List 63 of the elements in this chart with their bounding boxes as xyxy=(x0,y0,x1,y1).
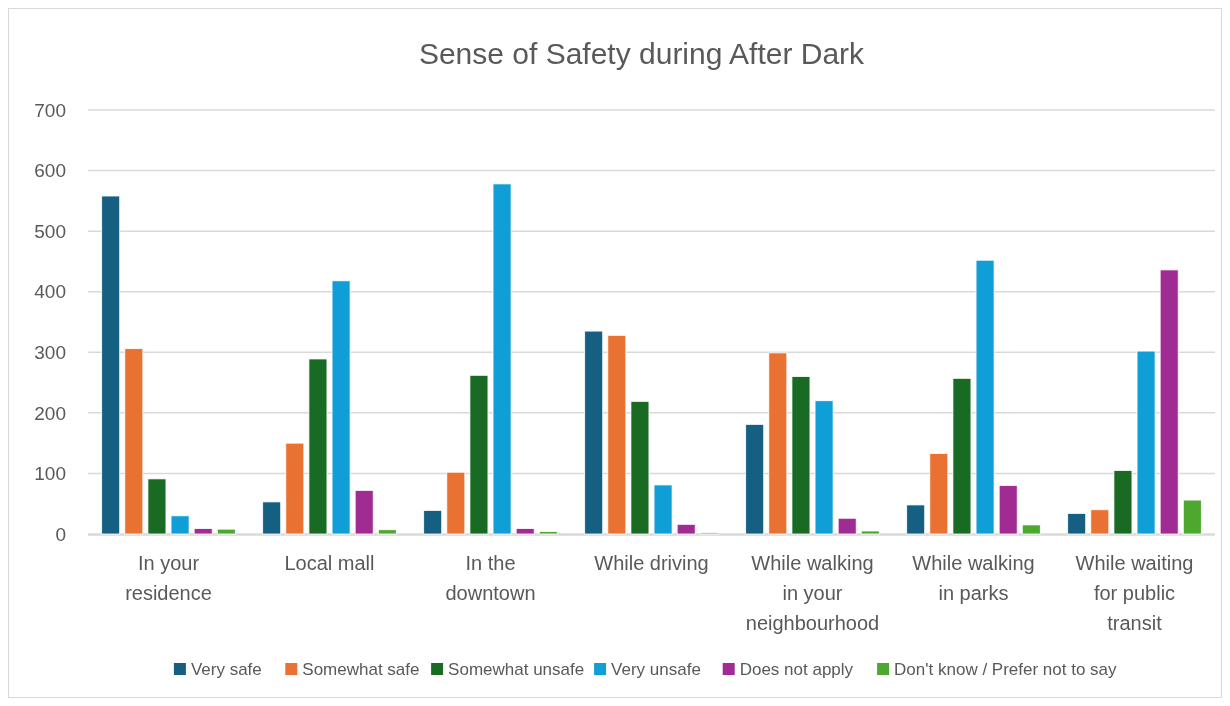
bar xyxy=(952,377,972,535)
y-tick-label: 600 xyxy=(34,160,66,182)
bar xyxy=(1113,470,1133,535)
bar xyxy=(975,259,995,535)
y-tick-label: 700 xyxy=(34,99,66,121)
y-tick-label: 400 xyxy=(34,281,66,303)
bar xyxy=(377,529,397,535)
y-tick-label: 300 xyxy=(34,341,66,363)
x-tick-label: While walking in your neighbourhood xyxy=(745,552,880,634)
bar xyxy=(216,528,236,535)
bar xyxy=(446,471,466,535)
bar xyxy=(584,330,604,535)
x-tick-label: In your residence xyxy=(125,552,212,604)
x-tick-label: While waiting for public transit xyxy=(1075,552,1194,634)
bar xyxy=(124,348,144,535)
legend-label: Very unsafe xyxy=(611,660,701,679)
bar xyxy=(653,484,673,535)
bar xyxy=(331,280,351,535)
legend-label: Does not apply xyxy=(739,660,854,679)
bar xyxy=(1182,499,1202,535)
bar xyxy=(492,183,512,535)
bar xyxy=(837,517,857,535)
bar xyxy=(147,478,167,535)
bar xyxy=(929,453,949,535)
bar xyxy=(1136,350,1156,535)
bar xyxy=(998,485,1018,535)
bar xyxy=(308,358,328,535)
bar xyxy=(1159,269,1179,535)
bar xyxy=(745,423,765,535)
y-tick-label: 0 xyxy=(55,523,66,545)
bar xyxy=(469,374,489,535)
bar xyxy=(262,501,282,535)
bar xyxy=(791,376,811,535)
bar xyxy=(860,530,880,535)
bar xyxy=(630,400,650,535)
bar xyxy=(676,523,696,535)
chart-title: Sense of Safety during After Dark xyxy=(418,37,866,70)
bar xyxy=(515,528,535,535)
legend-label: Somewhat safe xyxy=(302,660,420,679)
bar xyxy=(285,442,305,535)
x-tick-label: While walking in parks xyxy=(912,552,1035,604)
x-tick-label: In the downtown xyxy=(445,552,536,604)
y-tick-label: 100 xyxy=(34,463,66,485)
bar xyxy=(906,504,926,535)
bar xyxy=(1067,513,1087,535)
bar xyxy=(1021,524,1041,535)
bar xyxy=(607,334,627,535)
bar xyxy=(538,531,558,535)
bar xyxy=(814,400,834,535)
legend-label: Don't know / Prefer not to say xyxy=(894,660,1118,679)
bar xyxy=(768,352,788,535)
bar xyxy=(423,509,443,535)
x-tick-label: Local mall xyxy=(284,552,375,574)
x-tick-label: While driving xyxy=(594,552,709,574)
bar xyxy=(170,515,190,535)
legend-label: Very safe xyxy=(190,660,262,679)
y-tick-label: 200 xyxy=(34,402,66,424)
bar xyxy=(193,528,213,535)
legend-label: Somewhat unsafe xyxy=(448,660,585,679)
y-tick-label: 500 xyxy=(34,220,66,242)
bar xyxy=(101,195,121,535)
bar xyxy=(354,489,374,535)
bar xyxy=(1090,509,1110,535)
